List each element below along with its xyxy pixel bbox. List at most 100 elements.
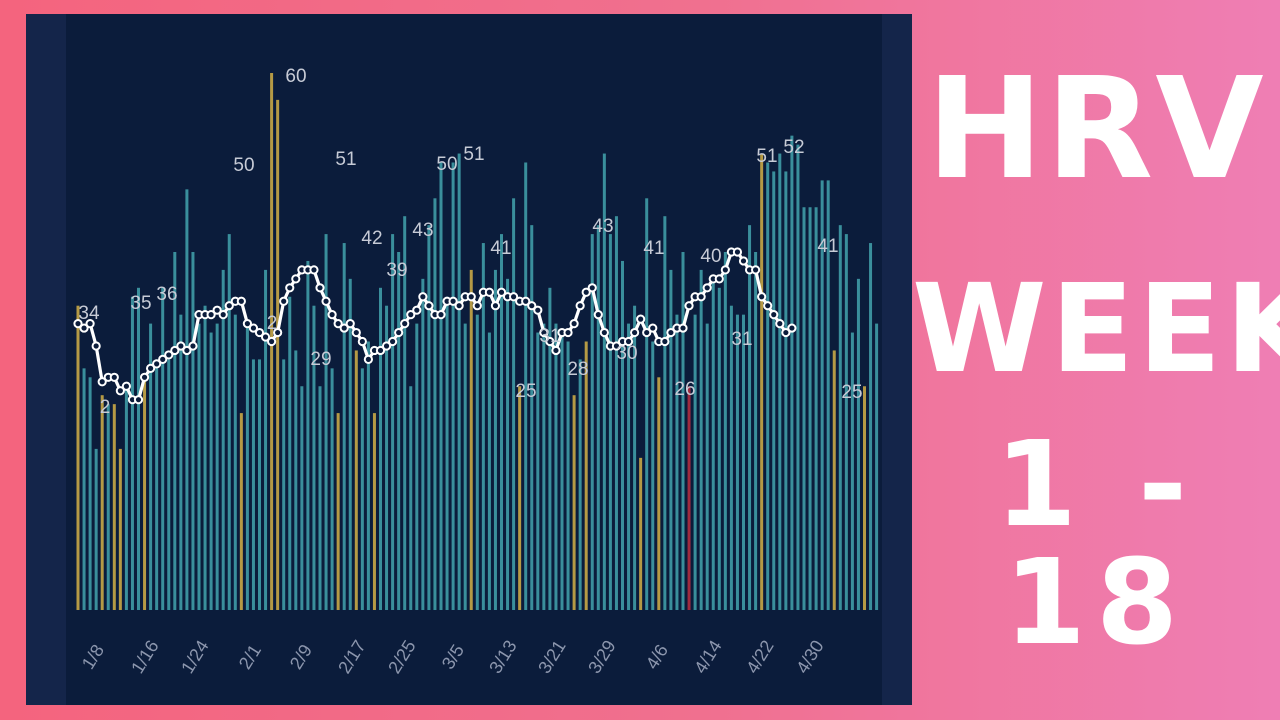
bar — [711, 278, 715, 610]
bar — [391, 234, 395, 610]
bar — [584, 341, 588, 610]
trend-point — [97, 377, 107, 387]
bar — [554, 323, 558, 610]
data-label: 41 — [490, 238, 511, 259]
bar — [306, 260, 310, 610]
bar — [493, 269, 497, 610]
bar — [88, 377, 92, 610]
trend-point — [212, 305, 222, 315]
title-hrv: HRV — [926, 48, 1266, 211]
trend-point — [593, 310, 603, 320]
bar — [82, 368, 86, 610]
bar — [288, 296, 292, 610]
trend-point — [418, 292, 428, 302]
bar — [348, 278, 352, 610]
trend-point — [678, 323, 688, 333]
trend-point — [569, 319, 579, 329]
bar — [487, 332, 491, 610]
x-tick-label: 2/25 — [384, 637, 420, 677]
bar — [137, 287, 140, 610]
bar — [155, 359, 159, 610]
trend-point — [327, 310, 337, 320]
trend-point — [152, 359, 162, 369]
bar — [578, 359, 582, 610]
x-tick-label: 1/16 — [127, 637, 163, 677]
bar — [330, 368, 334, 610]
bar — [602, 153, 606, 611]
bar — [748, 225, 752, 610]
trend-point — [351, 327, 361, 338]
trend-point — [170, 345, 180, 356]
bar — [469, 269, 473, 610]
trend-point — [581, 287, 591, 297]
bar — [342, 243, 346, 611]
bar — [124, 386, 128, 610]
data-label: 36 — [156, 284, 177, 305]
bar — [838, 225, 842, 610]
trend-point — [448, 296, 458, 306]
trend-point — [787, 323, 797, 333]
trend-point — [696, 292, 706, 302]
bar — [360, 368, 364, 610]
bar — [143, 377, 147, 610]
data-label: 60 — [285, 66, 306, 87]
data-label: 50 — [233, 155, 254, 176]
trend-point — [436, 310, 446, 320]
bar — [608, 234, 612, 610]
bar — [227, 234, 231, 610]
x-tick-label: 3/21 — [534, 637, 570, 677]
bar — [451, 162, 455, 610]
bar — [215, 323, 219, 610]
bar — [723, 252, 727, 610]
x-tick-label: 1/24 — [177, 637, 213, 677]
bar — [814, 207, 818, 610]
bar — [161, 287, 165, 610]
trend-point — [121, 381, 132, 391]
x-tick-label: 3/29 — [584, 637, 620, 677]
data-label: 30 — [616, 343, 637, 364]
bar — [500, 234, 503, 610]
trend-point — [454, 301, 464, 311]
bar — [76, 305, 80, 610]
bar — [100, 395, 104, 610]
data-label: 52 — [783, 137, 804, 158]
trend-point — [85, 319, 95, 329]
bar — [663, 216, 667, 610]
bar — [427, 225, 431, 610]
bar — [566, 341, 570, 610]
bar — [796, 144, 800, 610]
trend-point — [508, 292, 519, 302]
bar — [463, 323, 467, 610]
bar — [457, 153, 461, 611]
data-label: 39 — [386, 260, 407, 281]
bar — [826, 180, 830, 610]
trend-point — [781, 327, 791, 338]
trend-point — [642, 327, 652, 338]
bar — [735, 314, 739, 610]
trend-point — [623, 336, 634, 347]
trend-point — [115, 386, 125, 396]
trend-point — [79, 323, 89, 333]
bar — [433, 198, 437, 611]
bar — [354, 350, 358, 610]
bar — [844, 234, 848, 610]
bar — [475, 314, 479, 610]
bar — [742, 314, 745, 610]
trend-point — [666, 327, 676, 338]
trend-point — [375, 345, 386, 356]
bar — [808, 207, 812, 610]
data-label: 31 — [731, 329, 752, 350]
trend-point — [309, 265, 319, 275]
trend-point — [267, 336, 277, 347]
trend-point — [587, 283, 597, 293]
trend-point — [345, 319, 355, 329]
bar — [645, 198, 649, 611]
data-label: 25 — [515, 381, 536, 402]
data-label: 42 — [361, 228, 382, 249]
data-label: 29 — [310, 349, 331, 370]
bar — [542, 323, 546, 610]
bar — [875, 323, 879, 610]
bar — [717, 287, 721, 610]
trend-point — [575, 301, 585, 311]
